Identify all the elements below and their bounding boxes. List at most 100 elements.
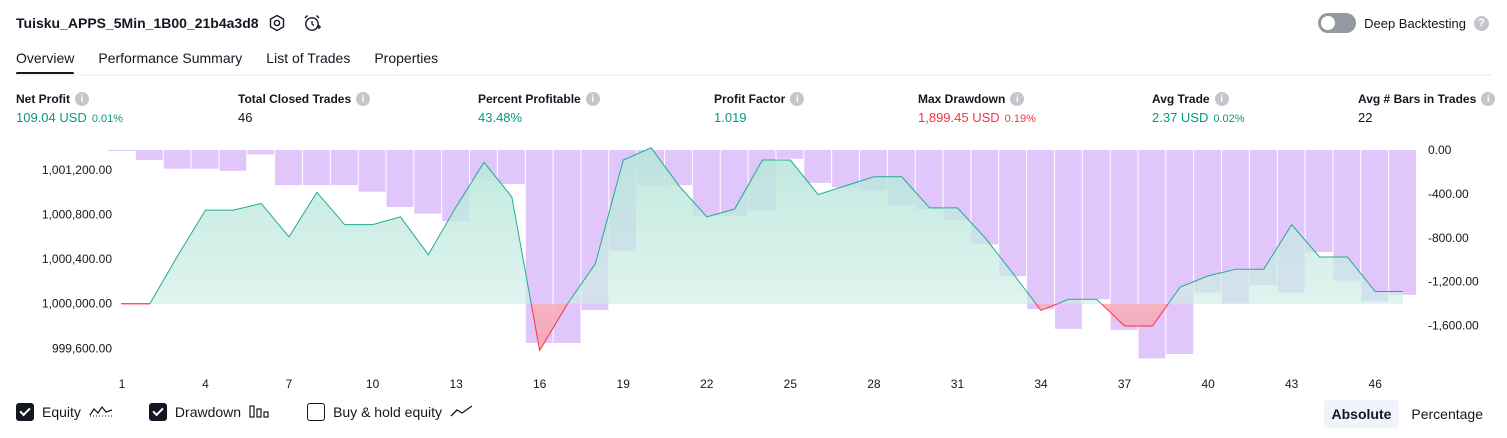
x-axis-label: 13	[449, 377, 463, 391]
x-axis-label: 40	[1201, 377, 1215, 391]
drawdown-bar	[999, 150, 1027, 277]
metric-sub-value: 0.19%	[1004, 113, 1036, 125]
x-axis-label: 34	[1034, 377, 1048, 391]
equity-line	[120, 147, 1404, 352]
value-mode-switch: Absolute Percentage	[1323, 400, 1492, 428]
metric-value: 2.37 USD	[1152, 110, 1209, 125]
metric-label: Profit Factor	[714, 92, 786, 106]
info-icon[interactable]: i	[1214, 92, 1229, 106]
tab-overview[interactable]: Overview	[16, 44, 75, 75]
legend-label: Buy & hold equity	[333, 404, 443, 420]
drawdown-bar	[330, 150, 358, 186]
left-axis-label: 999,600.00	[52, 341, 112, 355]
metric-max-drawdown: Max Drawdown i 1,899.45 USD 0.19%	[918, 92, 1036, 125]
metric-sub-value: 0.01%	[91, 113, 124, 125]
equity-area-positive	[121, 147, 1404, 304]
help-icon[interactable]: ?	[1474, 15, 1489, 31]
drawdown-bar	[1166, 150, 1194, 355]
equity-checkbox[interactable]	[16, 403, 34, 421]
drawdown-bar	[832, 150, 859, 188]
right-axis-label: -800.00	[1428, 231, 1469, 245]
x-axis-label: 7	[286, 377, 293, 391]
equity-drawdown-chart[interactable]: 1,001,200.00 1,000,800.00 1,000,400.00 1,00…	[0, 140, 1507, 395]
drawdown-bar	[302, 150, 330, 186]
info-icon[interactable]: i	[356, 92, 371, 106]
deep-backtesting-label: Deep Backtesting	[1364, 15, 1466, 31]
metric-label: Net Profit	[16, 92, 70, 106]
legend-label: Equity	[42, 404, 81, 420]
drawdown-bar	[386, 150, 414, 208]
equity-line-positive	[121, 147, 1404, 304]
metric-total-closed-trades: Total Closed Trades i 46	[238, 92, 371, 125]
x-axis-label: 43	[1285, 377, 1299, 391]
metric-label: Total Closed Trades	[238, 92, 352, 106]
percentage-button[interactable]: Percentage	[1411, 406, 1483, 422]
settings-icon[interactable]	[266, 12, 288, 34]
drawdown-bar	[1027, 150, 1054, 310]
metric-value: 109.04 USD	[16, 110, 87, 125]
deep-backtesting-toggle[interactable]	[1318, 13, 1357, 33]
absolute-button[interactable]: Absolute	[1323, 400, 1400, 428]
x-axis-label: 4	[202, 377, 209, 391]
buy-hold-line-icon	[450, 404, 474, 421]
drawdown-bar	[1138, 150, 1166, 359]
drawdown-bar	[1305, 150, 1333, 253]
left-axis-label: 1,000,000.00	[42, 297, 112, 311]
drawdown-bar	[108, 150, 135, 151]
info-icon[interactable]: i	[790, 92, 805, 106]
chart-axes: 1,001,200.00 1,000,800.00 1,000,400.00 1,00…	[42, 143, 1479, 391]
x-axis-label: 46	[1369, 377, 1383, 391]
info-icon[interactable]: i	[585, 92, 600, 106]
chart-legend: Equity Drawdown Buy & hold equity	[16, 403, 474, 421]
drawdown-bar	[414, 150, 442, 214]
x-axis-label: 10	[366, 377, 380, 391]
x-axis-label: 19	[617, 377, 631, 391]
metric-value: 46	[238, 110, 253, 125]
metric-sub-value: 0.02%	[1213, 113, 1245, 125]
x-axis-label: 22	[700, 377, 714, 391]
metric-net-profit: Net Profit i 109.04 USD 0.01%	[16, 92, 123, 125]
legend-drawdown[interactable]: Drawdown	[148, 403, 271, 421]
drawdown-bar	[275, 150, 302, 186]
drawdown-bar	[692, 150, 720, 216]
tab-bar: Overview Performance Summary List of Tra…	[16, 44, 439, 75]
metric-avg-bars: Avg # Bars in Trades i 22	[1358, 92, 1496, 125]
metric-value: 1,899.45 USD	[918, 110, 1000, 125]
metric-label: Max Drawdown	[918, 92, 1006, 106]
metric-label: Avg # Bars in Trades	[1358, 92, 1477, 106]
drawdown-bar	[191, 150, 219, 169]
metrics-row: Net Profit i 109.04 USD 0.01% Total Closed…	[0, 92, 1507, 132]
metric-label: Avg Trade	[1152, 92, 1210, 106]
x-axis-label: 16	[533, 377, 547, 391]
right-axis-label: 0.00	[1428, 143, 1452, 157]
strategy-title: Tuisku_APPS_5Min_1B00_21b4a3d8	[16, 15, 259, 31]
x-axis-label: 31	[951, 377, 965, 391]
info-icon[interactable]: i	[1481, 92, 1496, 106]
metric-percent-profitable: Percent Profitable i 43.48%	[478, 92, 600, 125]
drawdown-bar	[1389, 150, 1416, 295]
tab-properties[interactable]: Properties	[374, 50, 439, 66]
drawdown-bar	[804, 150, 832, 183]
tab-performance-summary[interactable]: Performance Summary	[98, 50, 243, 66]
metric-profit-factor: Profit Factor i 1.019	[714, 92, 805, 125]
drawdown-bar	[219, 150, 247, 171]
tabs-divider	[16, 74, 1491, 76]
drawdown-bar	[163, 150, 191, 169]
metric-value: 43.48%	[478, 110, 523, 125]
info-icon[interactable]: i	[75, 92, 89, 106]
drawdown-bars-icon	[249, 404, 271, 421]
drawdown-bar	[776, 150, 804, 159]
drawdown-checkbox[interactable]	[148, 403, 167, 421]
metric-avg-trade: Avg Trade i 2.37 USD 0.02%	[1152, 92, 1245, 125]
right-axis-label: -400.00	[1428, 187, 1469, 201]
legend-buy-hold[interactable]: Buy & hold equity	[307, 403, 474, 421]
alarm-add-icon[interactable]	[301, 12, 323, 34]
metric-value: 1.019	[714, 110, 747, 125]
buy-hold-checkbox[interactable]	[307, 403, 326, 421]
metric-value: 22	[1358, 110, 1373, 125]
x-axis-label: 28	[867, 377, 881, 391]
legend-equity[interactable]: Equity	[16, 403, 113, 421]
equity-line-icon	[89, 404, 113, 421]
info-icon[interactable]: i	[1010, 92, 1025, 106]
tab-list-of-trades[interactable]: List of Trades	[266, 50, 351, 66]
